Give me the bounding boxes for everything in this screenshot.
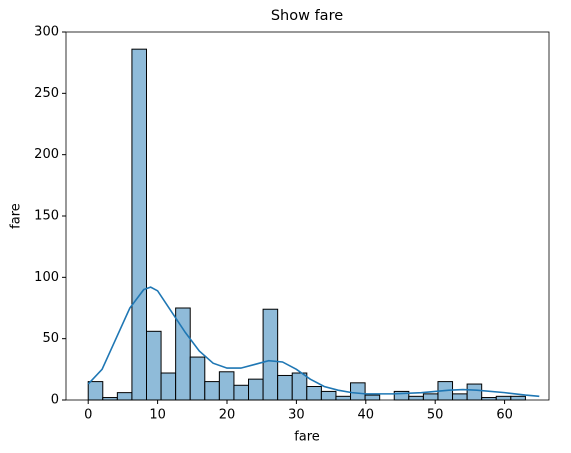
x-axis-label: fare: [294, 430, 320, 445]
bar: [204, 381, 220, 401]
chart-title: Show fare: [271, 8, 343, 24]
kde-line: [87, 286, 540, 398]
y-tick-label: 150: [34, 209, 59, 224]
bar: [364, 394, 381, 401]
bar: [320, 390, 337, 401]
bar: [277, 374, 293, 401]
x-tick-label: 30: [288, 408, 305, 423]
y-tick-label: 50: [42, 331, 59, 346]
y-tick-label: 200: [34, 147, 59, 162]
x-tick-label: 60: [496, 408, 513, 423]
y-tick-label: 0: [51, 393, 59, 408]
bar: [466, 383, 483, 401]
bar: [248, 378, 264, 401]
x-tick-label: 20: [219, 408, 236, 423]
bar: [87, 381, 104, 401]
y-tick-label: 100: [34, 270, 59, 285]
bar: [422, 393, 439, 401]
y-tick-label: 300: [34, 25, 59, 40]
x-tick-label: 10: [149, 408, 166, 423]
x-tick-label: 0: [84, 408, 92, 423]
bar: [510, 395, 526, 401]
bar: [233, 384, 250, 401]
bar: [335, 395, 352, 401]
bar: [131, 48, 148, 401]
y-tick-label: 250: [34, 86, 59, 101]
bar: [306, 386, 322, 401]
bar: [452, 393, 468, 401]
bar: [350, 382, 366, 401]
bar: [218, 371, 235, 401]
bar: [160, 372, 177, 401]
bar: [116, 392, 133, 401]
bar: [146, 330, 162, 401]
bar: [189, 356, 206, 401]
x-tick-label: 40: [358, 408, 375, 423]
bar: [408, 395, 424, 401]
bar: [262, 308, 279, 401]
x-tick-label: 50: [427, 408, 444, 423]
bar: [495, 395, 512, 401]
y-axis-label: fare: [9, 203, 24, 229]
bar: [291, 372, 308, 401]
